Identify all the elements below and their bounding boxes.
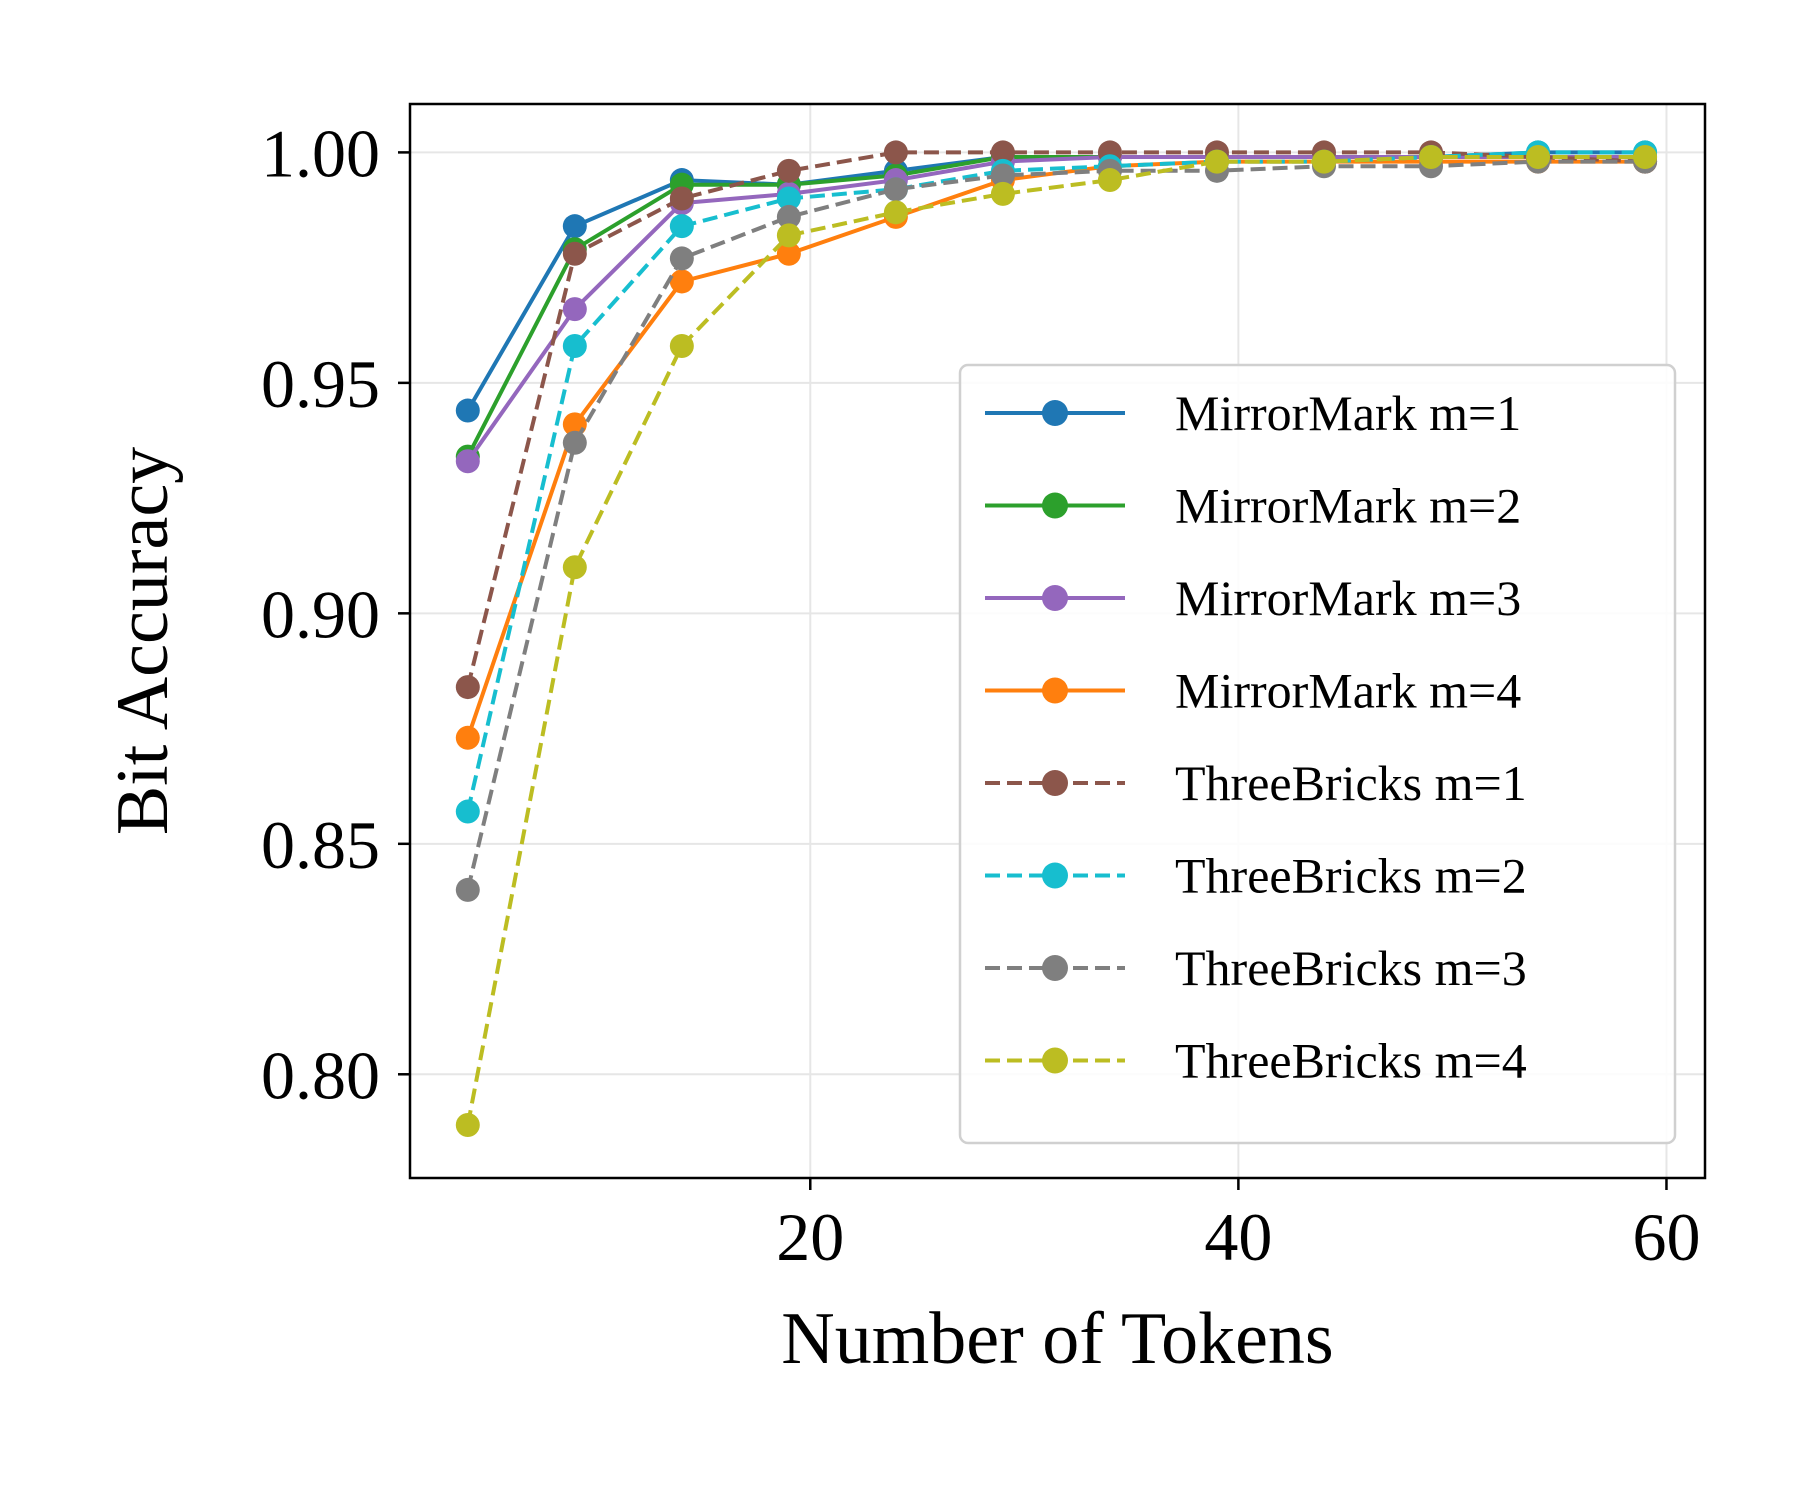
- data-point: [1097, 168, 1122, 193]
- legend-label: ThreeBricks m=4: [1175, 1033, 1527, 1089]
- data-point: [562, 297, 587, 322]
- legend-marker: [1042, 770, 1068, 796]
- x-tick-label: 60: [1632, 1199, 1700, 1275]
- data-point: [1633, 145, 1658, 170]
- legend-label: MirrorMark m=3: [1175, 570, 1521, 626]
- legend-marker: [1042, 1047, 1068, 1074]
- legend-label: ThreeBricks m=3: [1175, 940, 1527, 996]
- series-threebricks-m-4: [455, 145, 1658, 1137]
- data-point: [776, 158, 801, 183]
- data-point: [776, 241, 801, 266]
- ticks: 20 40 60 0.80 0.85 0.90 0.95 1.00: [261, 115, 1700, 1275]
- data-point: [562, 555, 587, 580]
- legend-label: MirrorMark m=2: [1175, 478, 1521, 534]
- legend-marker: [1042, 677, 1068, 704]
- y-tick-label: 1.00: [261, 115, 380, 191]
- legend-marker: [1042, 492, 1068, 519]
- legend-item: ThreeBricks m=4: [985, 1033, 1527, 1089]
- legend-label: ThreeBricks m=2: [1175, 848, 1527, 904]
- data-point: [1526, 145, 1551, 170]
- legend-item: MirrorMark m=2: [985, 478, 1521, 534]
- data-point: [990, 140, 1015, 165]
- data-point: [455, 725, 480, 750]
- legend-label: MirrorMark m=4: [1175, 663, 1521, 719]
- legend-label: MirrorMark m=1: [1175, 385, 1521, 441]
- data-point: [455, 799, 480, 824]
- series-group: [455, 140, 1658, 1137]
- data-point: [455, 398, 480, 423]
- legend-item: ThreeBricks m=2: [985, 848, 1527, 904]
- legend-item: MirrorMark m=4: [985, 663, 1521, 719]
- series-line: [465, 150, 1646, 688]
- x-tick-label: 40: [1204, 1199, 1272, 1275]
- legend-marker: [1042, 400, 1068, 426]
- data-point: [883, 200, 908, 225]
- legend-marker: [1042, 955, 1068, 981]
- legend-marker: [1042, 585, 1068, 611]
- y-tick-label: 0.90: [261, 576, 380, 652]
- data-point: [883, 140, 908, 165]
- data-point: [669, 214, 694, 239]
- data-point: [669, 246, 694, 271]
- data-point: [990, 181, 1015, 206]
- data-point: [669, 269, 694, 294]
- data-point: [562, 241, 587, 266]
- data-point: [1311, 149, 1336, 174]
- data-point: [562, 333, 587, 358]
- data-point: [669, 186, 694, 211]
- legend-box: [958, 363, 1677, 1145]
- y-axis-title: Bit Accuracy: [102, 447, 184, 835]
- data-point: [669, 333, 694, 358]
- plot-frame: [408, 102, 1707, 1180]
- data-point: [455, 449, 480, 474]
- data-point: [776, 186, 801, 211]
- data-point: [562, 430, 587, 455]
- data-point: [562, 214, 587, 239]
- data-point: [1204, 149, 1229, 174]
- legend-label: ThreeBricks m=1: [1175, 755, 1527, 811]
- x-tick-label: 20: [776, 1199, 844, 1275]
- data-point: [776, 223, 801, 248]
- y-tick-label: 0.80: [261, 1037, 380, 1113]
- y-tick-label: 0.85: [261, 807, 380, 883]
- data-point: [455, 877, 480, 902]
- legend-item: MirrorMark m=1: [985, 385, 1521, 441]
- data-point: [990, 163, 1015, 188]
- x-axis-title: Number of Tokens: [781, 1298, 1333, 1380]
- data-point: [455, 675, 480, 700]
- legend-item: ThreeBricks m=1: [985, 755, 1527, 811]
- series-line: [465, 159, 1646, 891]
- data-point: [455, 1112, 480, 1137]
- legend-item: MirrorMark m=3: [985, 570, 1521, 626]
- legend-marker: [1042, 862, 1068, 889]
- y-tick-label: 0.95: [261, 346, 380, 422]
- data-point: [776, 204, 801, 229]
- data-point: [883, 177, 908, 202]
- series-line: [465, 155, 1646, 1126]
- legend: MirrorMark m=1 MirrorMark m=2 MirrorMark m…: [958, 363, 1677, 1145]
- data-point: [1419, 145, 1444, 170]
- legend-item: ThreeBricks m=3: [985, 940, 1527, 996]
